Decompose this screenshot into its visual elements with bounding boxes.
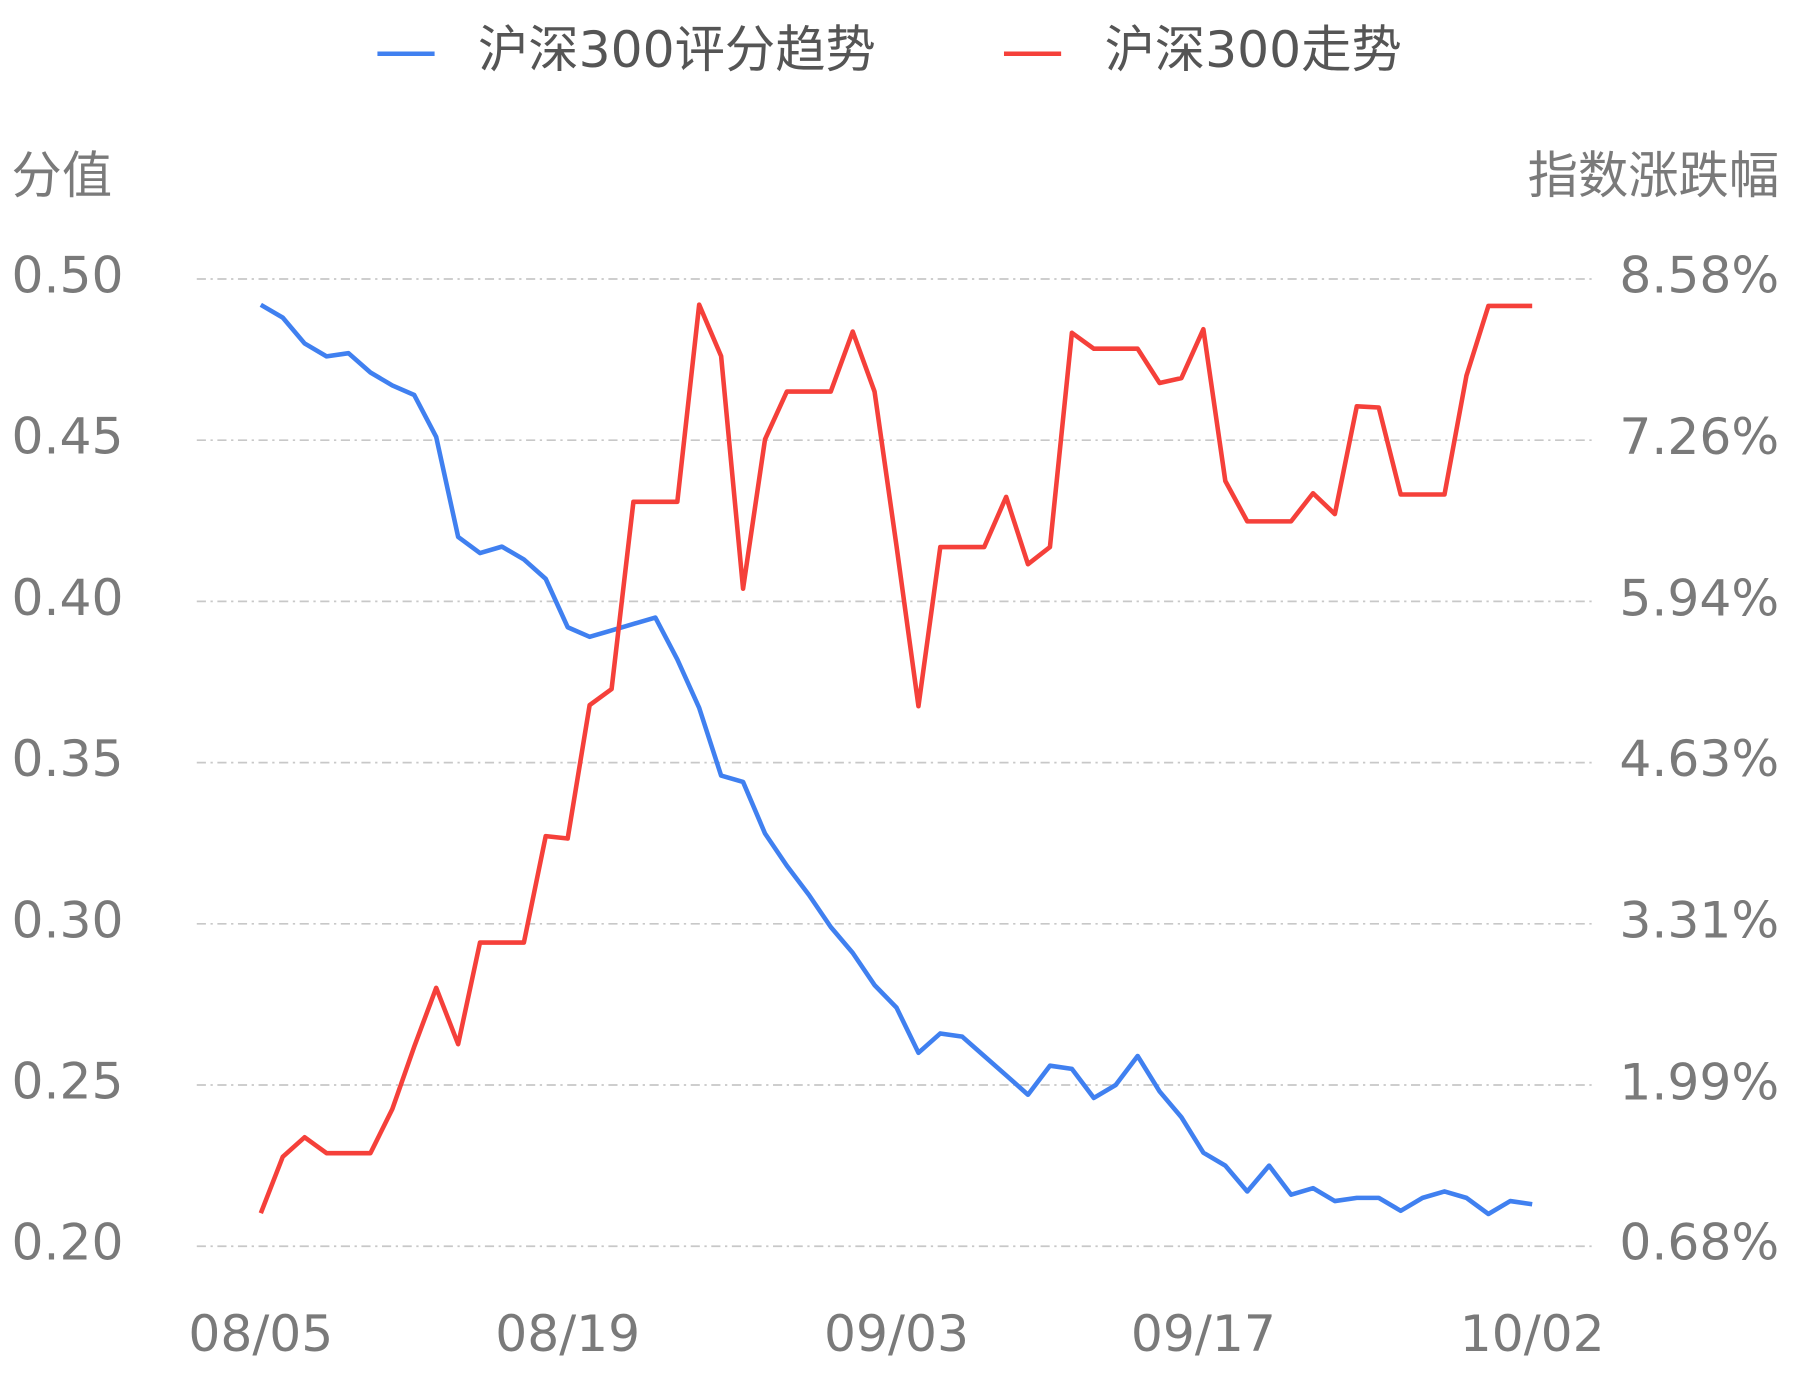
x-tick-label: 10/02 [1460, 1304, 1605, 1363]
y-tick-label: 0.20 [12, 1213, 124, 1272]
x-tick-label: 08/19 [495, 1304, 640, 1363]
y2-tick-label: 0.68% [1619, 1213, 1779, 1272]
line-series [258, 302, 1533, 1215]
x-tick-label: 08/05 [188, 1304, 333, 1363]
y2-axis-title: 指数涨跌幅 [1528, 146, 1779, 205]
y-tick-label: 0.50 [12, 245, 124, 304]
y2-tick-label: 5.94% [1619, 569, 1779, 628]
y-tick-label: 0.30 [12, 890, 124, 949]
y-axis-title: 分值 [12, 146, 113, 205]
y-tick-label: 0.35 [12, 729, 124, 788]
x-tick-label: 09/03 [824, 1304, 969, 1363]
y2-tick-label: 3.31% [1619, 891, 1779, 950]
legend-label: 沪深300评分趋势 [478, 20, 876, 79]
y-tick-label: 0.45 [12, 407, 124, 466]
y-tick-label: 0.40 [12, 568, 124, 627]
y2-tick-label: 8.58% [1619, 245, 1779, 304]
y2-tick-label: 4.63% [1619, 729, 1779, 788]
y2-tick-label: 7.26% [1619, 407, 1779, 466]
y-tick-label: 0.25 [12, 1052, 124, 1111]
line-series [259, 302, 1533, 1217]
y2-tick-label: 1.99% [1619, 1052, 1779, 1111]
x-tick-label: 09/17 [1131, 1304, 1276, 1363]
legend-label: 沪深300走势 [1105, 20, 1402, 79]
